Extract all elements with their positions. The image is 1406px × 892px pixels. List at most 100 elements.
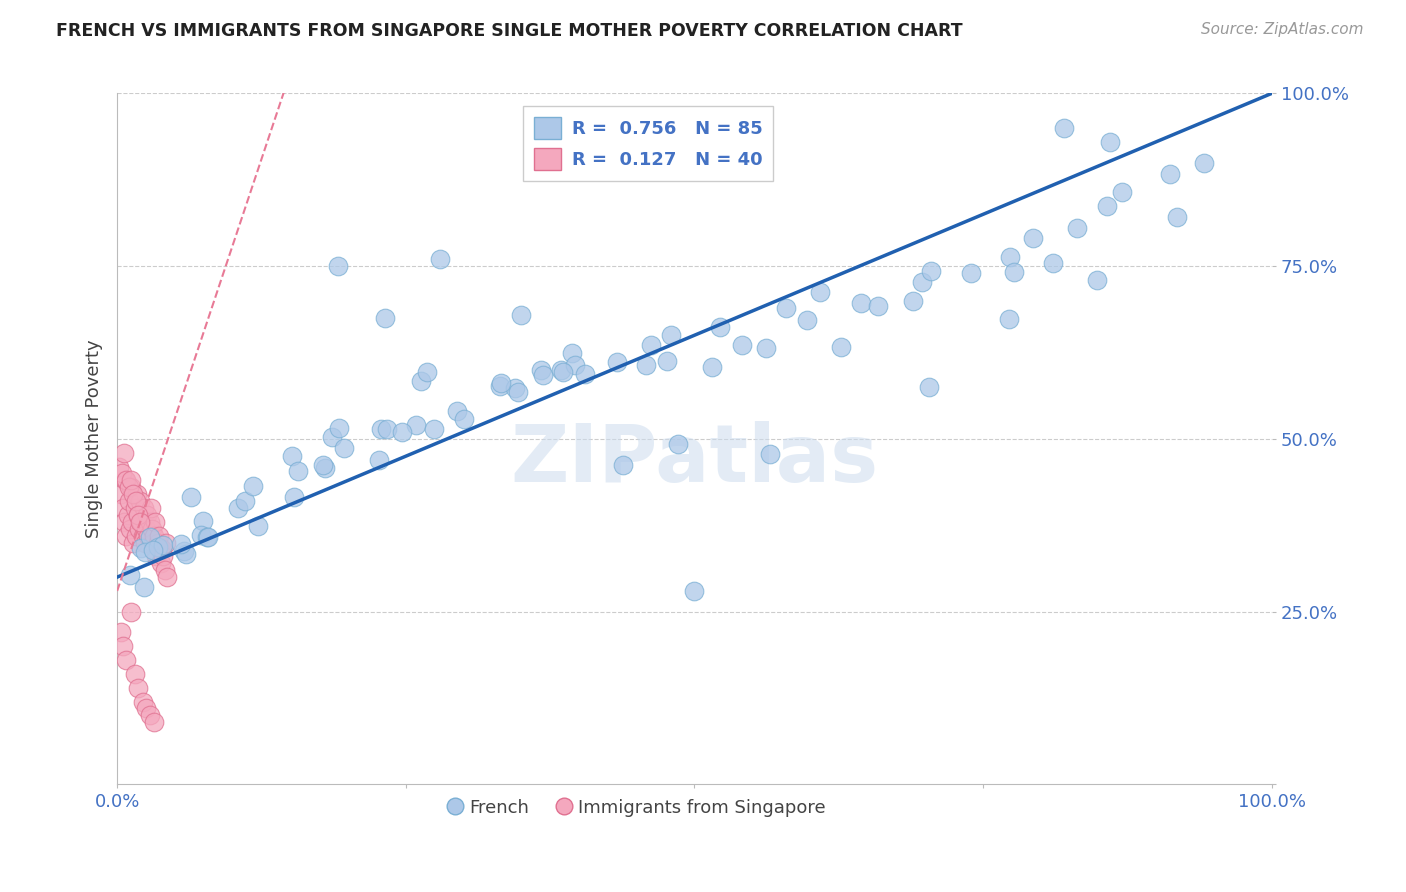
Point bbox=[242, 479, 264, 493]
Point bbox=[489, 379, 512, 393]
Point bbox=[155, 535, 177, 549]
Point bbox=[111, 501, 134, 516]
Point bbox=[321, 430, 343, 444]
Point bbox=[702, 359, 724, 374]
Point bbox=[1066, 221, 1088, 235]
Point bbox=[1053, 120, 1076, 135]
Point bbox=[226, 501, 249, 516]
Point bbox=[1097, 199, 1119, 213]
Point bbox=[1111, 185, 1133, 199]
Point bbox=[312, 458, 335, 472]
Point bbox=[156, 570, 179, 584]
Point bbox=[142, 542, 165, 557]
Point bbox=[136, 508, 159, 522]
Point bbox=[118, 480, 141, 494]
Point bbox=[755, 341, 778, 355]
Point bbox=[1085, 273, 1108, 287]
Point bbox=[491, 376, 513, 391]
Point bbox=[139, 530, 162, 544]
Point bbox=[132, 501, 155, 516]
Point bbox=[1099, 135, 1122, 149]
Point bbox=[131, 515, 153, 529]
Point bbox=[1192, 156, 1215, 170]
Point bbox=[503, 381, 526, 395]
Point bbox=[138, 708, 160, 723]
Point bbox=[634, 358, 657, 372]
Point bbox=[122, 487, 145, 501]
Point bbox=[145, 549, 167, 564]
Point bbox=[122, 535, 145, 549]
Point bbox=[247, 519, 270, 533]
Point bbox=[283, 490, 305, 504]
Point bbox=[153, 563, 176, 577]
Point bbox=[1042, 255, 1064, 269]
Point bbox=[508, 384, 530, 399]
Point bbox=[367, 453, 389, 467]
Point bbox=[134, 545, 156, 559]
Point bbox=[120, 568, 142, 582]
Point bbox=[173, 543, 195, 558]
Point bbox=[138, 528, 160, 542]
Point bbox=[108, 459, 131, 474]
Point bbox=[195, 530, 218, 544]
Point bbox=[121, 515, 143, 529]
Point bbox=[114, 474, 136, 488]
Point bbox=[118, 522, 141, 536]
Point bbox=[328, 420, 350, 434]
Point bbox=[110, 487, 132, 501]
Point bbox=[666, 437, 689, 451]
Point bbox=[606, 355, 628, 369]
Point bbox=[370, 422, 392, 436]
Point bbox=[1002, 265, 1025, 279]
Point bbox=[180, 490, 202, 504]
Point bbox=[139, 501, 162, 516]
Point bbox=[640, 338, 662, 352]
Point bbox=[510, 308, 533, 322]
Point bbox=[110, 625, 132, 640]
Point bbox=[120, 480, 142, 494]
Point bbox=[134, 535, 156, 549]
Point bbox=[531, 368, 554, 383]
Point bbox=[142, 535, 165, 549]
Point bbox=[190, 527, 212, 541]
Point bbox=[115, 528, 138, 542]
Point bbox=[135, 522, 157, 536]
Point bbox=[849, 296, 872, 310]
Point bbox=[709, 319, 731, 334]
Point bbox=[959, 267, 981, 281]
Point bbox=[423, 422, 446, 436]
Point bbox=[143, 515, 166, 529]
Point bbox=[127, 508, 149, 522]
Point bbox=[918, 380, 941, 394]
Point bbox=[117, 508, 139, 522]
Point bbox=[135, 701, 157, 715]
Point bbox=[796, 313, 818, 327]
Point bbox=[148, 528, 170, 542]
Point bbox=[453, 412, 475, 426]
Point bbox=[141, 522, 163, 536]
Point bbox=[1159, 167, 1181, 181]
Point bbox=[391, 425, 413, 440]
Point bbox=[730, 337, 752, 351]
Point bbox=[374, 311, 396, 326]
Point bbox=[411, 374, 433, 388]
Point bbox=[127, 508, 149, 522]
Point bbox=[197, 530, 219, 544]
Point bbox=[1021, 231, 1043, 245]
Point bbox=[759, 447, 782, 461]
Point bbox=[111, 467, 134, 481]
Point bbox=[551, 365, 574, 379]
Point bbox=[112, 446, 135, 460]
Point bbox=[281, 449, 304, 463]
Point bbox=[128, 522, 150, 536]
Point bbox=[405, 417, 427, 432]
Point bbox=[143, 715, 166, 730]
Point bbox=[124, 494, 146, 508]
Point bbox=[287, 464, 309, 478]
Point bbox=[655, 353, 678, 368]
Point bbox=[129, 515, 152, 529]
Point bbox=[920, 264, 942, 278]
Point bbox=[612, 458, 634, 472]
Point bbox=[146, 540, 169, 554]
Point bbox=[233, 494, 256, 508]
